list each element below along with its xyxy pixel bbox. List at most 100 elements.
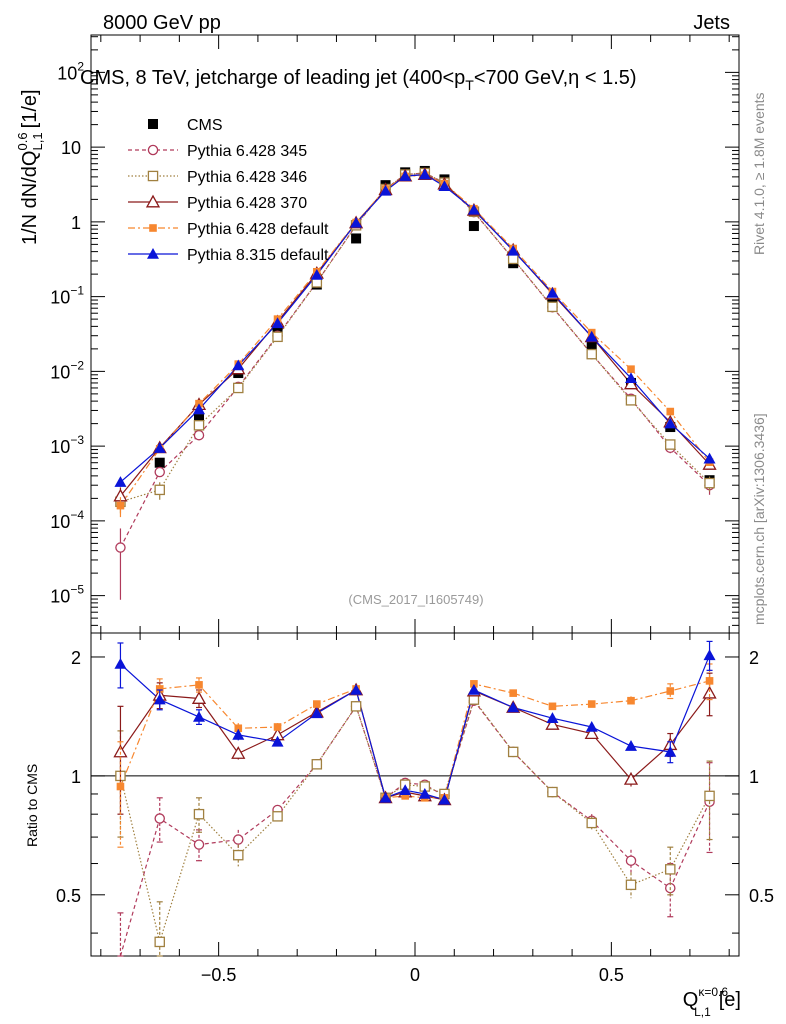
x-tick-label: 0 xyxy=(410,965,420,985)
y-tick-base: 10 xyxy=(50,437,70,457)
ratio-point xyxy=(153,693,166,705)
mc-point xyxy=(418,168,431,180)
ratio-point xyxy=(231,746,246,759)
ratio-point xyxy=(272,811,283,822)
mc-point xyxy=(115,542,126,553)
mc-point xyxy=(704,477,715,489)
mc-point xyxy=(193,420,205,431)
mc-point xyxy=(625,395,637,406)
x-label-base: Q xyxy=(683,989,699,1011)
x-tick-label: 0.5 xyxy=(599,965,624,985)
legend-marker-cms xyxy=(148,119,158,129)
ratio-point xyxy=(193,710,205,722)
y-label-main: 1/N dN/dQ xyxy=(19,151,41,245)
x-label-unit: [e] xyxy=(719,989,741,1011)
y-tick-exponent: 2 xyxy=(77,59,84,73)
ratio-point xyxy=(548,702,557,711)
mc-point xyxy=(233,382,244,394)
legend-label: Pythia 6.428 default xyxy=(187,221,329,238)
ratio-y-label: Ratio to CMS xyxy=(24,764,40,847)
ratio-point xyxy=(546,712,559,723)
mc-point xyxy=(193,403,205,415)
legend-label: Pythia 6.428 370 xyxy=(187,195,307,212)
ratio-point xyxy=(545,717,560,730)
ratio-point xyxy=(547,786,558,798)
mc-point xyxy=(507,253,519,265)
y-tick-exponent: −2 xyxy=(70,358,84,372)
legend-marker xyxy=(147,248,159,259)
legend-label: Pythia 8.315 default xyxy=(187,247,329,264)
ratio-point xyxy=(401,792,409,800)
ratio-point xyxy=(311,759,323,770)
ratio-point xyxy=(627,696,635,705)
y-tick-base: 10 xyxy=(50,362,70,382)
ratio-tick-label-right: 1 xyxy=(749,767,759,787)
y-tick-exponent: −3 xyxy=(70,433,84,447)
ratio-point xyxy=(507,746,519,758)
ratio-point xyxy=(379,791,392,803)
mc-point xyxy=(379,184,392,196)
ratio-point xyxy=(585,720,598,732)
ratio-curve-line xyxy=(119,698,711,945)
analysis-id: (CMS_2017_I1605749) xyxy=(348,592,483,607)
ratio-point xyxy=(704,790,715,802)
ratio-point xyxy=(703,649,716,661)
ratio-curve-line xyxy=(120,655,711,801)
y-tick-label: 102 xyxy=(57,59,84,83)
mc-point xyxy=(310,268,323,280)
legend-label: Pythia 6.428 345 xyxy=(187,143,307,160)
mc-point xyxy=(665,439,676,450)
ratio-tick-label-left: 0.5 xyxy=(56,886,81,906)
y-tick-exponent: −5 xyxy=(70,583,84,597)
legend-marker xyxy=(149,224,157,232)
ratio-point xyxy=(507,701,520,713)
title-tail: <700 GeV,η < 1.5) xyxy=(474,67,637,89)
ratio-point xyxy=(665,864,676,875)
y-label-unit: [1/e] xyxy=(19,89,41,128)
ratio-point xyxy=(509,689,517,697)
cms-data-point xyxy=(194,414,204,425)
y-tick-exponent: −4 xyxy=(70,508,84,522)
ratio-curve-line xyxy=(119,680,710,799)
ratio-tick-label-right: 0.5 xyxy=(749,886,774,906)
cms-data-point xyxy=(468,221,479,232)
y-tick-label: 10−2 xyxy=(50,358,84,382)
mc-point xyxy=(399,170,412,181)
mc-point xyxy=(114,476,127,487)
y-tick-base: 10 xyxy=(50,512,70,532)
y-tick-label: 1 xyxy=(71,213,81,233)
ratio-point xyxy=(584,726,599,739)
ratio-point xyxy=(273,723,282,731)
mc-point xyxy=(547,301,558,313)
cms-data-point xyxy=(154,457,165,468)
legend-label: Pythia 6.428 346 xyxy=(187,169,307,186)
ratio-point xyxy=(271,735,284,747)
ratio-curve-line xyxy=(120,689,710,801)
mc-point xyxy=(271,317,284,329)
y-tick-base: 10 xyxy=(50,288,70,308)
y-tick-base: 10 xyxy=(57,63,77,83)
ratio-point xyxy=(113,744,128,758)
x-tick-label: −0.5 xyxy=(201,965,237,985)
main-series xyxy=(113,165,717,600)
mc-point xyxy=(666,407,675,416)
ratio-point xyxy=(191,691,207,704)
ratio-tick-label-right: 2 xyxy=(749,648,759,668)
mc-point xyxy=(703,452,716,464)
collision-label: 8000 GeV pp xyxy=(103,12,221,34)
ratio-point xyxy=(625,855,637,866)
ratio-point xyxy=(705,677,714,685)
ratio-point xyxy=(586,817,597,829)
ratio-point xyxy=(623,772,639,785)
mc-point xyxy=(350,216,363,228)
y-tick-label: 10−4 xyxy=(50,508,84,532)
ratio-point xyxy=(195,681,203,689)
mc-point xyxy=(625,372,637,384)
process-label: Jets xyxy=(693,12,730,34)
ratio-point xyxy=(310,707,323,719)
ratio-point xyxy=(154,936,165,948)
y-label-sub: L,1 xyxy=(30,132,45,150)
ratio-point xyxy=(438,793,451,805)
rivet-label: Rivet 4.1.0, ≥ 1.8M events xyxy=(751,92,767,255)
